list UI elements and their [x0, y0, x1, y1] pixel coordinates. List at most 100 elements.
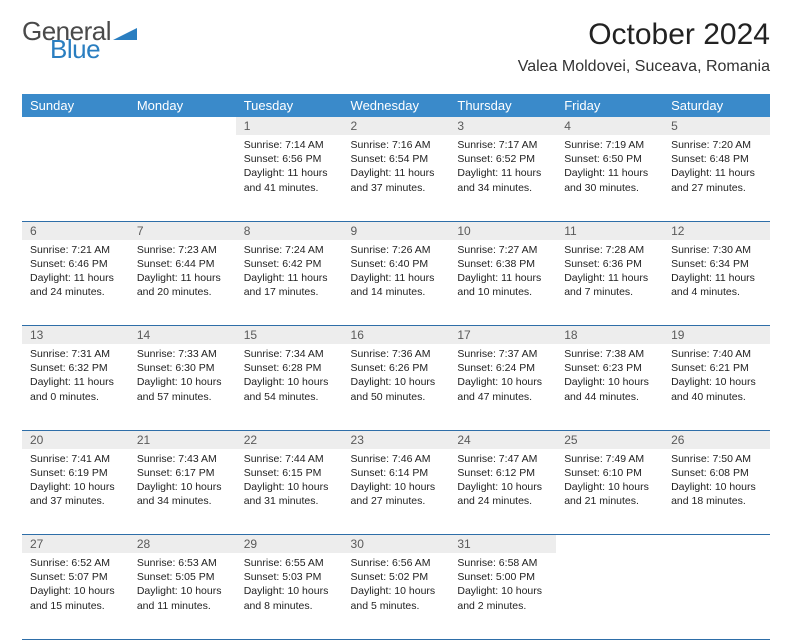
daylight-line: Daylight: 10 hours and 11 minutes. — [137, 584, 228, 612]
sunset-line: Sunset: 6:40 PM — [351, 257, 442, 271]
weekday-header: Sunday — [22, 94, 129, 117]
sunrise-line: Sunrise: 7:24 AM — [244, 243, 335, 257]
logo: General Blue — [22, 18, 137, 62]
day-cell: Sunrise: 7:30 AMSunset: 6:34 PMDaylight:… — [663, 240, 770, 326]
day-cell: Sunrise: 6:56 AMSunset: 5:02 PMDaylight:… — [343, 553, 450, 639]
sunset-line: Sunset: 6:08 PM — [671, 466, 762, 480]
weekday-header: Friday — [556, 94, 663, 117]
day-number-cell: 14 — [129, 326, 236, 345]
sunrise-line: Sunrise: 7:33 AM — [137, 347, 228, 361]
day-content-row: Sunrise: 7:31 AMSunset: 6:32 PMDaylight:… — [22, 344, 770, 430]
day-number-cell: 22 — [236, 430, 343, 449]
daylight-line: Daylight: 11 hours and 41 minutes. — [244, 166, 335, 194]
day-number-cell: 28 — [129, 535, 236, 554]
sunset-line: Sunset: 6:42 PM — [244, 257, 335, 271]
sunset-line: Sunset: 6:30 PM — [137, 361, 228, 375]
sunrise-line: Sunrise: 7:23 AM — [137, 243, 228, 257]
sunrise-line: Sunrise: 7:28 AM — [564, 243, 655, 257]
title-block: October 2024 Valea Moldovei, Suceava, Ro… — [518, 18, 770, 76]
weekday-header: Thursday — [449, 94, 556, 117]
sunrise-line: Sunrise: 6:58 AM — [457, 556, 548, 570]
daylight-line: Daylight: 10 hours and 24 minutes. — [457, 480, 548, 508]
sunrise-line: Sunrise: 7:43 AM — [137, 452, 228, 466]
sunrise-line: Sunrise: 7:40 AM — [671, 347, 762, 361]
day-number-row: 2728293031 — [22, 535, 770, 554]
logo-text-blue: Blue — [50, 36, 137, 62]
sunset-line: Sunset: 6:46 PM — [30, 257, 121, 271]
daylight-line: Daylight: 10 hours and 47 minutes. — [457, 375, 548, 403]
daylight-line: Daylight: 10 hours and 50 minutes. — [351, 375, 442, 403]
sunrise-line: Sunrise: 7:49 AM — [564, 452, 655, 466]
day-number-cell: 27 — [22, 535, 129, 554]
day-number-cell: 24 — [449, 430, 556, 449]
day-number-cell: 11 — [556, 221, 663, 240]
day-cell: Sunrise: 7:43 AMSunset: 6:17 PMDaylight:… — [129, 449, 236, 535]
daylight-line: Daylight: 10 hours and 8 minutes. — [244, 584, 335, 612]
day-cell: Sunrise: 7:14 AMSunset: 6:56 PMDaylight:… — [236, 135, 343, 221]
day-content-row: Sunrise: 7:14 AMSunset: 6:56 PMDaylight:… — [22, 135, 770, 221]
daylight-line: Daylight: 10 hours and 37 minutes. — [30, 480, 121, 508]
sunrise-line: Sunrise: 7:17 AM — [457, 138, 548, 152]
day-number-cell: 5 — [663, 117, 770, 135]
sunrise-line: Sunrise: 7:44 AM — [244, 452, 335, 466]
sunset-line: Sunset: 6:17 PM — [137, 466, 228, 480]
sunrise-line: Sunrise: 7:21 AM — [30, 243, 121, 257]
day-cell: Sunrise: 7:38 AMSunset: 6:23 PMDaylight:… — [556, 344, 663, 430]
sunset-line: Sunset: 6:15 PM — [244, 466, 335, 480]
day-cell: Sunrise: 7:36 AMSunset: 6:26 PMDaylight:… — [343, 344, 450, 430]
day-number-cell: 15 — [236, 326, 343, 345]
sunrise-line: Sunrise: 7:37 AM — [457, 347, 548, 361]
day-cell: Sunrise: 7:24 AMSunset: 6:42 PMDaylight:… — [236, 240, 343, 326]
day-number-row: 12345 — [22, 117, 770, 135]
daylight-line: Daylight: 11 hours and 7 minutes. — [564, 271, 655, 299]
daylight-line: Daylight: 10 hours and 57 minutes. — [137, 375, 228, 403]
day-cell: Sunrise: 7:46 AMSunset: 6:14 PMDaylight:… — [343, 449, 450, 535]
day-number-cell: 1 — [236, 117, 343, 135]
day-cell: Sunrise: 7:20 AMSunset: 6:48 PMDaylight:… — [663, 135, 770, 221]
day-cell: Sunrise: 6:52 AMSunset: 5:07 PMDaylight:… — [22, 553, 129, 639]
sunset-line: Sunset: 6:28 PM — [244, 361, 335, 375]
sunset-line: Sunset: 6:21 PM — [671, 361, 762, 375]
sunrise-line: Sunrise: 7:41 AM — [30, 452, 121, 466]
daylight-line: Daylight: 10 hours and 2 minutes. — [457, 584, 548, 612]
sunrise-line: Sunrise: 6:53 AM — [137, 556, 228, 570]
sunset-line: Sunset: 6:54 PM — [351, 152, 442, 166]
daylight-line: Daylight: 10 hours and 18 minutes. — [671, 480, 762, 508]
calendar-table: SundayMondayTuesdayWednesdayThursdayFrid… — [22, 94, 770, 640]
day-cell: Sunrise: 7:28 AMSunset: 6:36 PMDaylight:… — [556, 240, 663, 326]
day-number-row: 6789101112 — [22, 221, 770, 240]
daylight-line: Daylight: 11 hours and 0 minutes. — [30, 375, 121, 403]
day-number-cell: 31 — [449, 535, 556, 554]
sunset-line: Sunset: 5:07 PM — [30, 570, 121, 584]
daylight-line: Daylight: 11 hours and 24 minutes. — [30, 271, 121, 299]
sunrise-line: Sunrise: 7:30 AM — [671, 243, 762, 257]
sunrise-line: Sunrise: 6:56 AM — [351, 556, 442, 570]
day-cell: Sunrise: 7:17 AMSunset: 6:52 PMDaylight:… — [449, 135, 556, 221]
day-number-cell: 16 — [343, 326, 450, 345]
weekday-header: Wednesday — [343, 94, 450, 117]
sunrise-line: Sunrise: 7:47 AM — [457, 452, 548, 466]
weekday-header-row: SundayMondayTuesdayWednesdayThursdayFrid… — [22, 94, 770, 117]
sunset-line: Sunset: 6:19 PM — [30, 466, 121, 480]
day-number-cell: 17 — [449, 326, 556, 345]
daylight-line: Daylight: 10 hours and 40 minutes. — [671, 375, 762, 403]
daylight-line: Daylight: 10 hours and 15 minutes. — [30, 584, 121, 612]
day-number-cell: 7 — [129, 221, 236, 240]
day-content-row: Sunrise: 7:41 AMSunset: 6:19 PMDaylight:… — [22, 449, 770, 535]
daylight-line: Daylight: 10 hours and 5 minutes. — [351, 584, 442, 612]
header: General Blue October 2024 Valea Moldovei… — [22, 18, 770, 76]
day-number-cell: 19 — [663, 326, 770, 345]
day-cell: Sunrise: 7:23 AMSunset: 6:44 PMDaylight:… — [129, 240, 236, 326]
sunset-line: Sunset: 6:24 PM — [457, 361, 548, 375]
daylight-line: Daylight: 11 hours and 17 minutes. — [244, 271, 335, 299]
day-cell — [22, 135, 129, 221]
day-number-cell: 4 — [556, 117, 663, 135]
sunset-line: Sunset: 6:48 PM — [671, 152, 762, 166]
day-cell: Sunrise: 7:33 AMSunset: 6:30 PMDaylight:… — [129, 344, 236, 430]
daylight-line: Daylight: 11 hours and 20 minutes. — [137, 271, 228, 299]
day-cell: Sunrise: 7:34 AMSunset: 6:28 PMDaylight:… — [236, 344, 343, 430]
daylight-line: Daylight: 11 hours and 30 minutes. — [564, 166, 655, 194]
day-cell: Sunrise: 7:31 AMSunset: 6:32 PMDaylight:… — [22, 344, 129, 430]
day-number-cell: 12 — [663, 221, 770, 240]
sunrise-line: Sunrise: 6:52 AM — [30, 556, 121, 570]
